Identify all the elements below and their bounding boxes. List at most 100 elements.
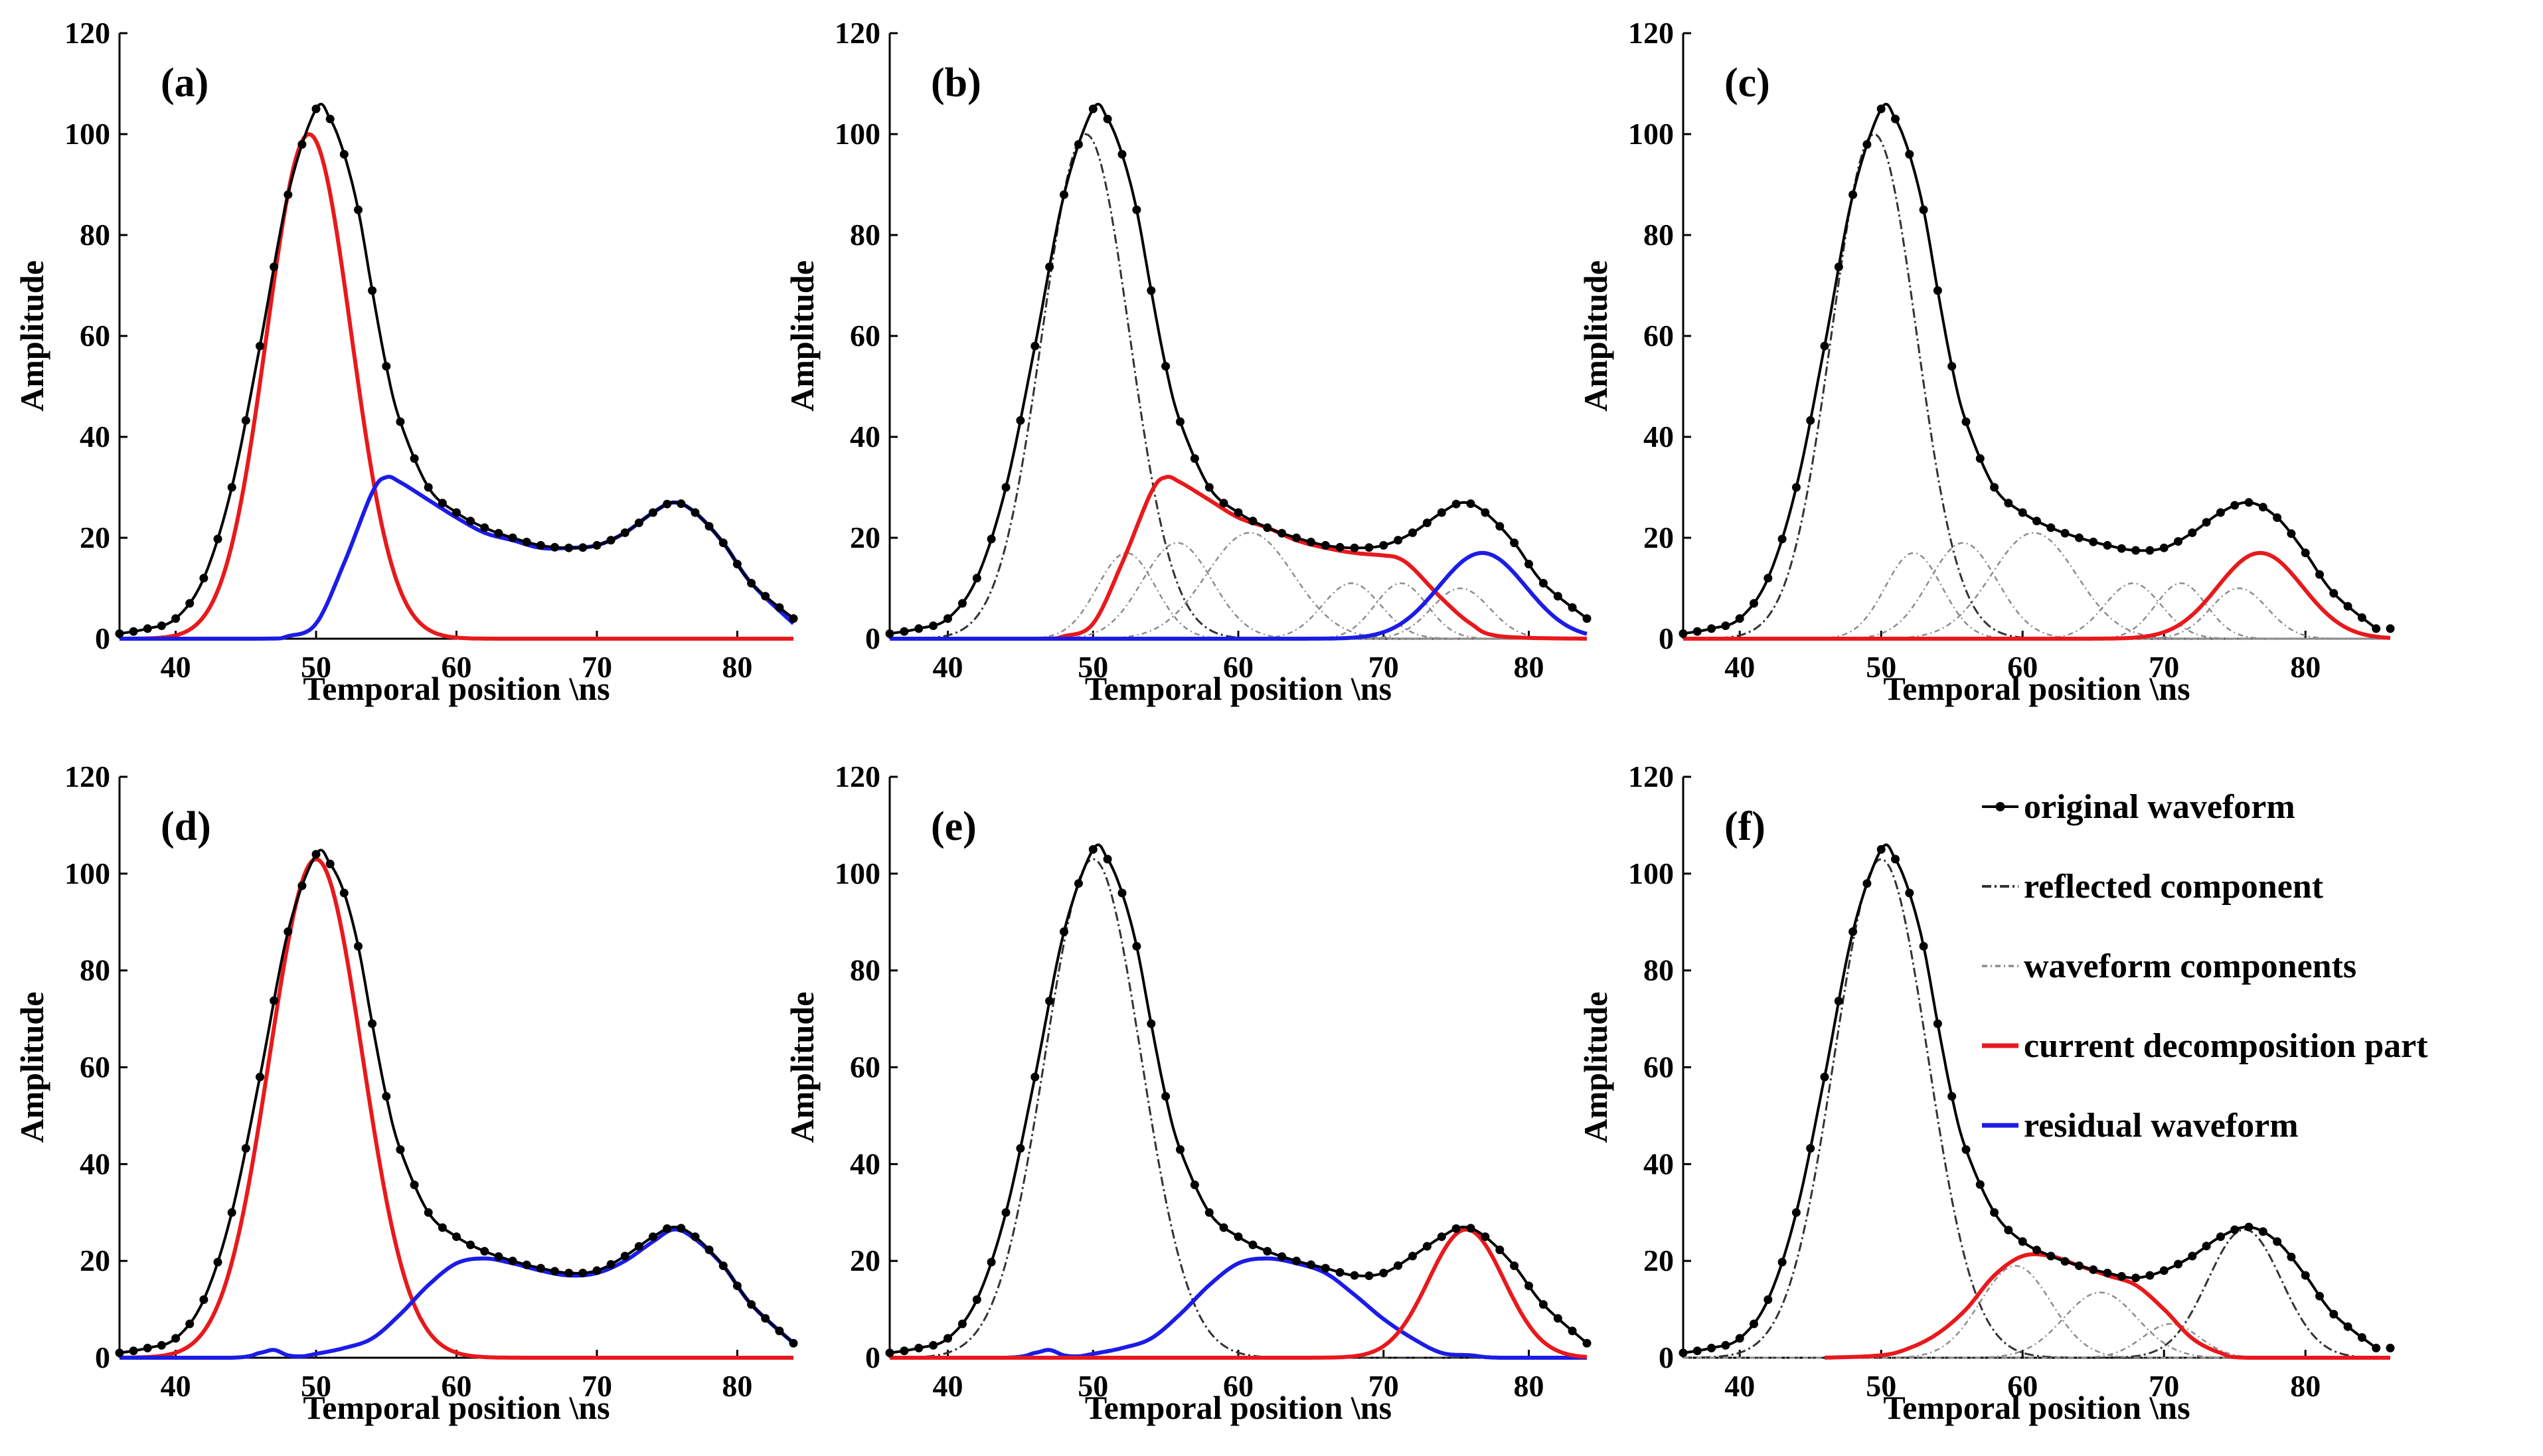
- original-marker: [761, 1314, 770, 1323]
- original-marker: [2174, 1259, 2182, 1269]
- original-marker: [1074, 140, 1083, 149]
- legend-label: waveform components: [2024, 947, 2356, 985]
- original-marker: [452, 508, 461, 517]
- current-curve: [1683, 550, 2391, 641]
- original-marker: [270, 996, 279, 1005]
- legend-label: residual waveform: [2024, 1107, 2299, 1145]
- original-marker: [550, 1267, 559, 1276]
- original-marker: [1582, 1338, 1592, 1348]
- original-marker: [1905, 149, 1914, 159]
- original-marker: [2230, 501, 2240, 510]
- original-marker: [1524, 560, 1533, 569]
- original-marker: [1905, 888, 1914, 898]
- y-tick-label: 120: [64, 16, 110, 50]
- original-marker: [227, 1208, 236, 1217]
- original-marker: [718, 538, 728, 548]
- original-marker: [943, 614, 952, 623]
- y-axis-label: Amplitude: [1577, 992, 1614, 1143]
- x-tick-label: 80: [2290, 650, 2321, 684]
- original-marker: [1891, 854, 1900, 864]
- original-marker: [1422, 1242, 1432, 1251]
- original-marker: [2287, 529, 2296, 538]
- original-marker: [691, 508, 700, 517]
- original-marker: [368, 1019, 377, 1028]
- original-marker: [171, 1334, 181, 1343]
- component-curve: [890, 552, 1587, 640]
- original-marker: [663, 1224, 672, 1233]
- original-marker: [522, 1260, 531, 1269]
- original-marker: [704, 1246, 714, 1254]
- original-marker: [2018, 1237, 2027, 1246]
- original-marker: [1176, 1145, 1185, 1154]
- original-marker: [2273, 513, 2282, 523]
- original-marker: [508, 1256, 517, 1265]
- original-marker: [1045, 997, 1054, 1006]
- original-marker: [2329, 589, 2338, 598]
- x-tick-label: 40: [161, 650, 191, 684]
- original-marker: [185, 599, 195, 608]
- original-marker: [1306, 1260, 1315, 1269]
- original-marker: [480, 1247, 489, 1256]
- original-marker: [1263, 1247, 1272, 1256]
- original-marker: [2273, 1237, 2282, 1246]
- y-tick-label: 20: [1643, 521, 1674, 554]
- original-marker: [2372, 624, 2381, 633]
- original-marker: [354, 205, 363, 214]
- y-tick-label: 40: [1643, 1147, 1674, 1180]
- component-curve: [1683, 1265, 2390, 1359]
- original-marker: [1820, 341, 1829, 351]
- original-marker: [2159, 1266, 2169, 1275]
- original-marker: [2216, 1232, 2225, 1242]
- y-axis-label: Amplitude: [783, 992, 821, 1143]
- original-marker: [325, 114, 335, 123]
- x-tick-label: 80: [2290, 1369, 2321, 1403]
- y-tick-label: 100: [64, 117, 110, 151]
- original-marker: [536, 1263, 545, 1273]
- original-marker: [297, 881, 307, 890]
- original-marker: [775, 603, 784, 612]
- original-marker: [1030, 341, 1040, 351]
- original-marker: [1364, 543, 1374, 552]
- original-marker: [2244, 498, 2254, 507]
- original-marker: [311, 850, 321, 859]
- original-marker: [732, 1281, 742, 1291]
- original-marker: [1335, 1268, 1345, 1277]
- x-tick-label: 70: [1368, 650, 1399, 684]
- original-marker: [438, 499, 447, 508]
- original-marker: [1263, 523, 1272, 532]
- original-marker: [1350, 1271, 1359, 1280]
- original-marker: [284, 190, 293, 199]
- original-marker: [1335, 542, 1345, 552]
- original-marker: [1234, 1232, 1243, 1242]
- original-marker: [1466, 1224, 1475, 1233]
- original-marker: [143, 1343, 152, 1352]
- original-marker: [284, 927, 293, 936]
- original-marker: [550, 542, 559, 552]
- original-marker: [227, 483, 236, 492]
- original-marker: [2216, 508, 2225, 517]
- original-marker: [1820, 1072, 1829, 1082]
- reflected-curve: [890, 133, 1587, 640]
- original-marker: [1990, 1208, 1999, 1217]
- original-marker: [1721, 1340, 1730, 1350]
- original-marker: [592, 1266, 602, 1275]
- original-marker: [1834, 997, 1843, 1006]
- original-marker: [2117, 1271, 2126, 1281]
- original-marker: [1204, 483, 1214, 492]
- original-marker: [606, 1259, 615, 1269]
- original-marker: [438, 1223, 447, 1232]
- original-marker: [1147, 286, 1156, 295]
- x-tick-label: 50: [1078, 1369, 1108, 1403]
- y-tick-label: 80: [1643, 218, 1674, 252]
- original-marker: [2131, 1273, 2141, 1283]
- original-marker: [494, 528, 503, 538]
- original-marker: [536, 540, 545, 550]
- original-marker: [2386, 624, 2395, 633]
- original-marker: [634, 1242, 643, 1251]
- original-marker: [663, 499, 672, 509]
- x-tick-label: 80: [1514, 1369, 1544, 1403]
- y-tick-label: 40: [80, 420, 110, 453]
- original-marker: [2159, 543, 2169, 552]
- x-tick-label: 70: [582, 650, 612, 684]
- original-marker: [466, 517, 475, 526]
